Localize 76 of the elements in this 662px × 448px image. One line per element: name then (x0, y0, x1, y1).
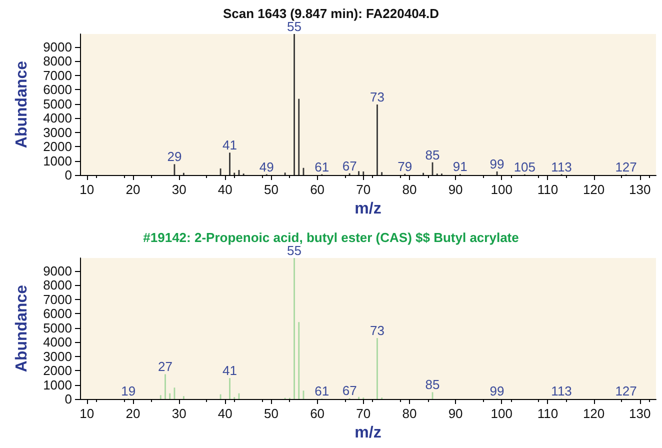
y-tick-label: 0 (64, 392, 72, 406)
annotation: 27 (158, 359, 172, 374)
y-axis-title: Abundance (14, 284, 30, 372)
y-tick-label: 9000 (43, 39, 72, 54)
y-tick-label: 9000 (43, 263, 72, 278)
annotation: 73 (370, 323, 384, 338)
y-tick-label: 5000 (43, 320, 72, 336)
x-tick-label: 120 (582, 406, 605, 421)
x-tick-label: 40 (218, 182, 232, 197)
x-tick-label: 20 (126, 182, 140, 197)
x-tick-label: 120 (582, 182, 605, 197)
x-tick-label: 60 (310, 182, 325, 197)
annotation: 73 (370, 90, 384, 104)
y-tick-label: 2000 (43, 139, 72, 154)
annotation: 49 (259, 159, 274, 174)
x-tick-label: 80 (402, 406, 417, 421)
annotation: 61 (314, 159, 330, 174)
x-tick-label: 50 (264, 182, 278, 197)
x-tick-label: 130 (629, 182, 651, 197)
y-tick-label: 4000 (43, 334, 72, 350)
y-tick-label: 7000 (43, 292, 72, 307)
annotation: 79 (398, 158, 412, 174)
x-tick-label: 70 (356, 406, 371, 421)
y-tick-label: 3000 (43, 124, 72, 140)
annotation: 19 (121, 384, 136, 399)
x-tick-label: 30 (172, 406, 186, 421)
x-tick-label: 110 (537, 182, 558, 197)
x-tick-label: 10 (80, 406, 94, 421)
x-tick-label: 10 (80, 182, 94, 197)
annotation: 29 (167, 149, 182, 164)
annotation: 105 (514, 159, 536, 174)
y-tick-label: 8000 (43, 54, 72, 69)
chart-title: #19142: 2-Propenoic acid, butyl ester (CAS) $$ Butyl acrylate (143, 230, 519, 245)
x-tick-label: 130 (629, 406, 651, 421)
x-tick-label: 20 (126, 406, 140, 421)
x-axis-title: m/z (354, 200, 382, 218)
y-tick-label: 1000 (43, 377, 72, 392)
x-axis-title: m/z (354, 424, 382, 442)
x-tick-label: 110 (537, 406, 558, 421)
y-tick-label: 2000 (43, 363, 72, 378)
chart-title: Scan 1643 (9.847 min): FA220404.D (222, 6, 440, 21)
x-tick-label: 40 (218, 406, 232, 421)
y-tick-label: 7000 (43, 68, 72, 83)
annotation: 99 (490, 383, 504, 398)
annotation: 127 (615, 160, 637, 175)
annotation: 67 (342, 158, 357, 174)
x-tick-label: 50 (264, 406, 278, 421)
x-tick-label: 60 (310, 406, 325, 421)
y-tick-label: 1000 (43, 153, 72, 168)
x-tick-label: 100 (490, 406, 512, 421)
y-tick-label: 6000 (43, 306, 72, 322)
x-tick-label: 70 (356, 182, 371, 197)
annotation: 61 (314, 384, 330, 399)
annotation: 113 (551, 384, 572, 399)
y-axis-title: Abundance (14, 60, 30, 148)
annotation: 127 (615, 384, 637, 399)
annotation: 113 (551, 159, 572, 174)
y-tick-label: 6000 (43, 82, 72, 98)
x-tick-label: 90 (448, 406, 463, 421)
y-tick-label: 0 (64, 168, 72, 182)
y-tick-label: 3000 (43, 348, 72, 364)
annotation: 67 (342, 383, 357, 398)
annotation: 85 (425, 147, 440, 162)
y-tick-label: 4000 (43, 110, 72, 126)
y-tick-label: 8000 (43, 278, 72, 293)
annotation: 91 (452, 159, 468, 174)
x-tick-label: 30 (172, 182, 186, 197)
x-tick-label: 90 (448, 182, 463, 197)
annotation: 55 (287, 243, 302, 258)
annotation: 85 (425, 377, 440, 392)
y-tick-label: 5000 (43, 96, 72, 112)
x-tick-label: 100 (490, 182, 512, 197)
annotation: 41 (222, 138, 237, 153)
annotation: 99 (490, 156, 504, 172)
annotation: 41 (222, 363, 237, 378)
x-tick-label: 80 (402, 182, 417, 197)
